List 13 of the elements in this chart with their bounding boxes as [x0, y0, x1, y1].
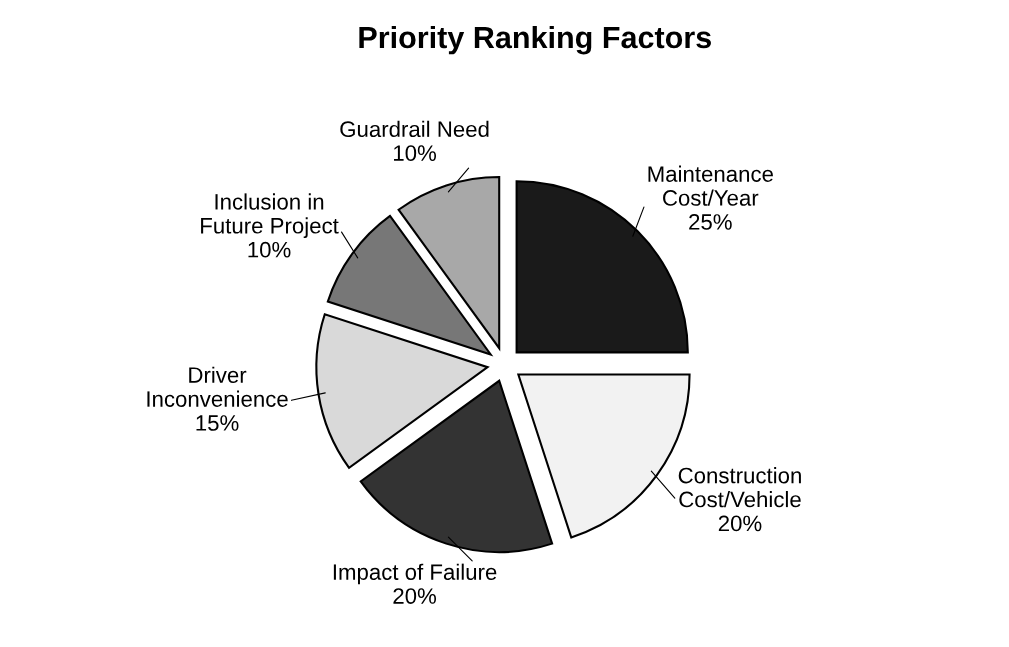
data-label: 10% — [394, 145, 437, 161]
slice-label: Maintenance Cost/Year — [648, 165, 773, 206]
slice-label: Guardrail Need — [340, 120, 489, 138]
data-label: 20% — [393, 588, 437, 604]
data-label: 15% — [196, 415, 239, 431]
slice-label: Driver Inconvenience — [147, 366, 288, 407]
data-label: 25% — [689, 214, 732, 230]
slice-label: Impact of Failure — [333, 563, 497, 585]
slice-label: Construction Cost/Vehicle — [678, 467, 801, 508]
data-label: 10% — [248, 241, 291, 258]
slice-label: Inclusion in Future Project — [201, 193, 339, 239]
chart-title: Priority Ranking Factors — [359, 25, 711, 55]
data-label: 20% — [718, 515, 762, 532]
